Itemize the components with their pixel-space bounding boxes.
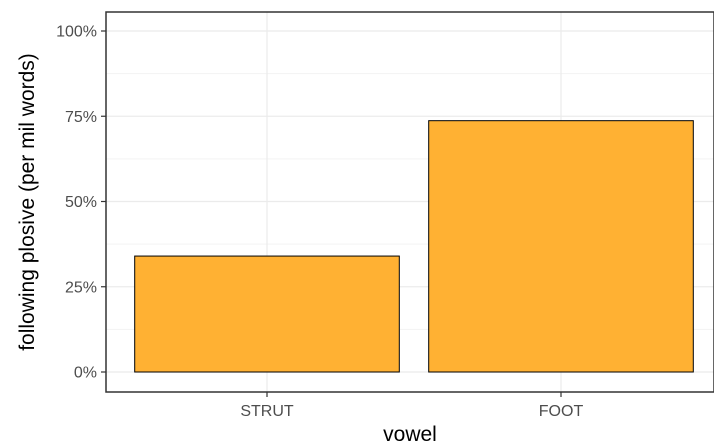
bar-strut — [134, 255, 400, 373]
y-tick-label: 50% — [65, 194, 97, 211]
y-tick-label: 25% — [65, 279, 97, 296]
x-tick-label: FOOT — [539, 403, 584, 420]
y-axis: 0% 25% 50% 75% 100% — [56, 24, 106, 382]
y-tick-label: 75% — [65, 109, 97, 126]
bars — [134, 120, 694, 373]
x-tick-label: STRUT — [240, 403, 294, 420]
x-axis-title: vowel — [383, 423, 437, 445]
bar-foot — [428, 120, 694, 373]
y-tick-label: 100% — [56, 24, 97, 41]
y-tick-label: 0% — [74, 365, 97, 382]
x-axis: STRUT FOOT — [240, 392, 583, 420]
y-axis-title: following plosive (per mil words) — [16, 53, 39, 351]
